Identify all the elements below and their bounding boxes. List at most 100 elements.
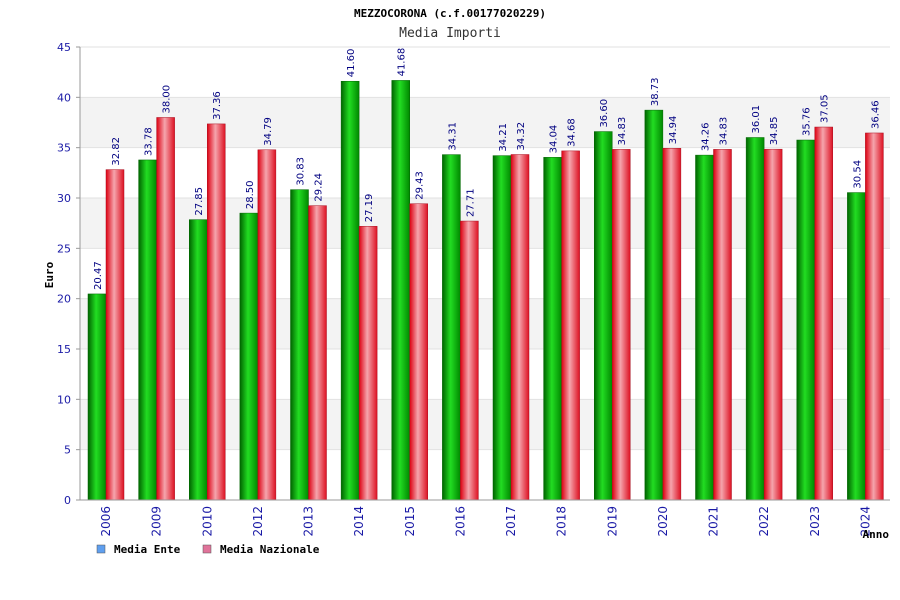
- value-label-media-nazionale-2022: 34.85: [769, 117, 780, 146]
- x-tick-label: 2006: [99, 506, 113, 537]
- x-tick-label: 2024: [858, 506, 872, 537]
- value-label-media-ente-2021: 34.26: [701, 122, 712, 151]
- value-label-media-nazionale-2017: 34.32: [516, 122, 527, 151]
- value-label-media-nazionale-2023: 37.05: [820, 94, 831, 123]
- value-label-media-ente-2017: 34.21: [498, 123, 509, 152]
- bar-media-ente-2019: [594, 131, 613, 501]
- x-tick-label: 2012: [251, 506, 265, 537]
- value-label-media-nazionale-2009: 38.00: [162, 85, 173, 114]
- bar-media-nazionale-2017: [510, 154, 530, 501]
- y-axis-label: Euro: [43, 261, 56, 288]
- value-label-media-ente-2023: 35.76: [802, 107, 813, 136]
- y-tick-label: 0: [64, 494, 71, 507]
- bar-media-nazionale-2019: [612, 149, 631, 501]
- bar-media-ente-2022: [745, 137, 765, 501]
- value-label-media-nazionale-2015: 29.43: [415, 171, 426, 200]
- chart-subtitle: Media Importi: [399, 26, 501, 41]
- bar-media-ente-2016: [442, 154, 461, 501]
- x-tick-label: 2013: [302, 506, 316, 537]
- y-tick-label: 15: [57, 343, 71, 356]
- y-tick-label: 20: [57, 293, 71, 306]
- value-label-media-ente-2015: 41.68: [397, 48, 408, 77]
- bar-media-ente-2012: [239, 212, 259, 501]
- bar-media-ente-2006: [87, 293, 107, 501]
- bar-media-nazionale-2009: [156, 117, 175, 501]
- value-label-media-ente-2020: 38.73: [650, 77, 661, 106]
- y-axis-ticks: 0 5 10 15 20 25 30 35 40 45: [57, 41, 80, 507]
- y-tick-label: 45: [57, 41, 71, 54]
- value-label-media-ente-2016: 34.31: [447, 122, 458, 151]
- bar-media-nazionale-2022: [763, 148, 783, 501]
- legend-swatch-media-ente: [96, 544, 106, 554]
- x-tick-label: 2018: [555, 506, 569, 537]
- value-label-media-ente-2024: 30.54: [852, 160, 863, 189]
- bar-media-ente-2017: [492, 155, 512, 501]
- legend: Media Ente Media Nazionale: [96, 543, 320, 556]
- bar-media-ente-2010: [189, 219, 208, 501]
- bar-media-ente-2014: [340, 80, 360, 501]
- bar-media-ente-2013: [290, 189, 309, 501]
- chart-title: MEZZOCORONA (c.f.00177020229): [354, 7, 546, 20]
- y-tick-label: 30: [57, 192, 71, 205]
- y-tick-label: 5: [64, 444, 71, 457]
- x-tick-label: 2015: [403, 506, 417, 537]
- x-tick-label: 2023: [808, 506, 822, 537]
- bar-media-nazionale-2013: [308, 205, 327, 501]
- value-label-media-nazionale-2024: 36.46: [870, 100, 881, 129]
- x-tick-label: 2009: [150, 506, 164, 537]
- value-label-media-ente-2013: 30.83: [296, 157, 307, 186]
- bar-media-nazionale-2015: [409, 203, 428, 501]
- value-label-media-nazionale-2021: 34.83: [719, 117, 730, 146]
- value-label-media-nazionale-2010: 37.36: [212, 91, 223, 120]
- x-tick-label: 2010: [200, 506, 214, 537]
- x-tick-label: 2021: [707, 506, 721, 537]
- bar-media-nazionale-2014: [358, 226, 378, 501]
- bar-media-ente-2009: [138, 159, 157, 501]
- x-tick-label: 2020: [656, 506, 670, 537]
- legend-swatch-media-nazionale: [202, 544, 212, 554]
- value-label-media-ente-2014: 41.60: [346, 49, 357, 78]
- bar-media-ente-2018: [543, 157, 562, 501]
- bar-media-nazionale-2010: [207, 123, 226, 501]
- bar-media-ente-2015: [391, 80, 410, 501]
- bar-media-ente-2021: [695, 154, 714, 501]
- value-label-media-nazionale-2006: 32.82: [111, 137, 122, 166]
- value-label-media-nazionale-2013: 29.24: [314, 173, 325, 202]
- bar-media-nazionale-2016: [460, 220, 479, 501]
- legend-label-media-nazionale: Media Nazionale: [220, 543, 320, 556]
- y-tick-label: 40: [57, 91, 71, 104]
- value-label-media-nazionale-2014: 27.19: [364, 194, 375, 223]
- bar-media-nazionale-2012: [257, 149, 277, 501]
- value-label-media-ente-2006: 20.47: [93, 261, 104, 290]
- x-tick-label: 2016: [453, 506, 467, 537]
- bar-media-nazionale-2024: [865, 132, 884, 501]
- value-labels: 20.47 32.82 33.78 38.00 27.85 37.36 28.50 34.79…: [93, 48, 881, 290]
- bar-media-nazionale-2006: [105, 169, 125, 501]
- legend-label-media-ente: Media Ente: [114, 543, 181, 556]
- value-label-media-nazionale-2018: 34.68: [567, 118, 578, 147]
- value-label-media-nazionale-2020: 34.94: [668, 116, 679, 145]
- x-tick-label: 2014: [352, 506, 366, 537]
- value-label-media-ente-2019: 36.60: [599, 99, 610, 128]
- bars: [87, 80, 884, 501]
- value-label-media-ente-2009: 33.78: [144, 127, 155, 156]
- bar-media-ente-2024: [847, 192, 866, 501]
- value-label-media-nazionale-2019: 34.83: [617, 117, 628, 146]
- value-label-media-nazionale-2012: 34.79: [263, 117, 274, 146]
- y-tick-label: 35: [57, 142, 71, 155]
- value-label-media-ente-2018: 34.04: [549, 125, 560, 154]
- bar-media-nazionale-2018: [561, 150, 580, 501]
- bar-media-nazionale-2020: [662, 148, 682, 501]
- value-label-media-nazionale-2016: 27.71: [465, 188, 476, 217]
- x-tick-label: 2017: [504, 506, 518, 537]
- x-axis-ticks: 2006 2009 2010 2012 2013 2014 2015 2016 2017 2018…: [99, 506, 872, 537]
- value-label-media-ente-2012: 28.50: [245, 180, 256, 209]
- bar-media-nazionale-2021: [713, 149, 732, 501]
- x-tick-label: 2022: [757, 506, 771, 537]
- value-label-media-ente-2010: 27.85: [194, 187, 205, 216]
- y-tick-label: 10: [57, 393, 71, 406]
- x-axis-label: Anno: [863, 528, 890, 541]
- y-tick-label: 25: [57, 242, 71, 255]
- x-tick-label: 2019: [605, 506, 619, 537]
